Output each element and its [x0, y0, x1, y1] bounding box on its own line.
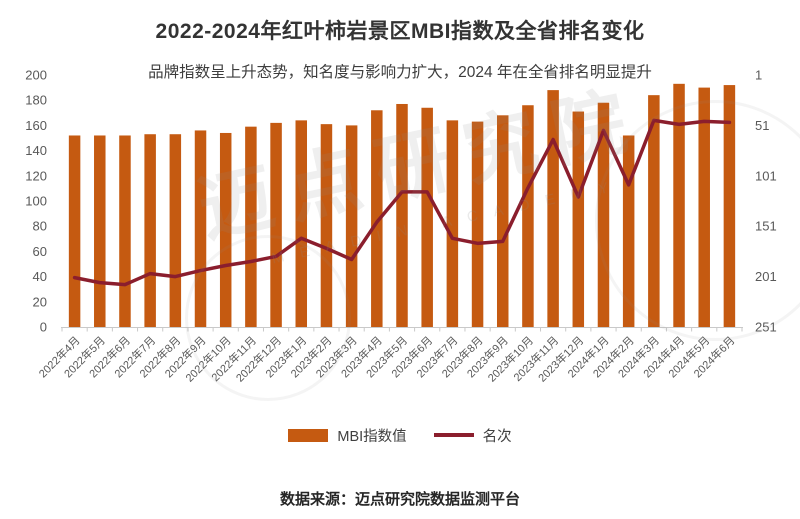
bar-2023年11月 — [547, 90, 559, 328]
bar-2022年12月 — [270, 122, 282, 327]
bar-2022年7月 — [144, 134, 156, 327]
right-axis-tick: 201 — [755, 269, 777, 284]
bar-2024年4月 — [673, 83, 685, 327]
left-axis-tick: 200 — [25, 68, 47, 83]
bar-2022年11月 — [245, 126, 257, 327]
left-axis-tick: 120 — [25, 168, 47, 183]
legend-line-swatch — [433, 433, 474, 437]
bar-2023年5月 — [396, 103, 408, 327]
bar-2023年4月 — [371, 110, 383, 327]
bar-2022年5月 — [94, 135, 106, 327]
bar-2024年3月 — [648, 95, 660, 327]
left-axis-tick: 0 — [40, 320, 47, 335]
legend-bar-swatch — [288, 428, 329, 442]
bar-2023年7月 — [446, 120, 459, 327]
bar-2023年1月 — [295, 120, 308, 327]
bar-2024年6月 — [723, 85, 736, 327]
bar-2023年9月 — [496, 115, 509, 327]
legend-line-label: 名次 — [482, 428, 512, 445]
left-axis-tick: 80 — [33, 219, 47, 234]
right-axis-tick: 1 — [755, 68, 762, 83]
left-axis-tick: 180 — [25, 93, 47, 108]
bar-2024年5月 — [698, 87, 710, 327]
legend-bar-label: MBI指数值 — [337, 428, 407, 445]
right-axis-tick: 251 — [755, 320, 777, 335]
bar-2023年3月 — [345, 125, 358, 328]
right-axis-tick: 51 — [755, 118, 769, 133]
bar-2023年2月 — [320, 124, 333, 327]
bar-2023年10月 — [522, 105, 534, 328]
chart-title: 2022-2024年红叶柿岩景区MBI指数及全省排名变化 — [155, 20, 645, 43]
bar-2023年6月 — [421, 107, 433, 327]
left-axis-tick: 160 — [25, 118, 47, 133]
chart-legend: MBI指数值 名次 — [0, 424, 800, 446]
bar-2024年2月 — [622, 135, 635, 327]
left-axis-tick: 60 — [33, 244, 47, 259]
left-axis-tick: 20 — [33, 294, 47, 309]
bar-2022年9月 — [194, 130, 207, 327]
data-source: 数据来源：迈点研究院数据监测平台 — [279, 491, 520, 508]
left-axis-tick: 140 — [25, 143, 47, 158]
right-axis-tick: 101 — [755, 168, 777, 183]
rank-line — [72, 118, 732, 287]
bar-2022年4月 — [68, 135, 81, 327]
bar-2022年8月 — [169, 134, 182, 327]
bar-2022年6月 — [119, 135, 131, 327]
left-axis-tick: 40 — [33, 269, 47, 284]
bar-2023年12月 — [572, 111, 585, 327]
left-axis-tick: 100 — [25, 194, 47, 209]
bar-2022年10月 — [219, 132, 232, 327]
right-axis-tick: 151 — [755, 219, 777, 234]
bar-2023年8月 — [471, 121, 484, 328]
bar-2024年1月 — [597, 102, 610, 327]
chart-subtitle: 品牌指数呈上升态势，知名度与影响力扩大，2024 年在全省排名明显提升 — [148, 64, 652, 81]
